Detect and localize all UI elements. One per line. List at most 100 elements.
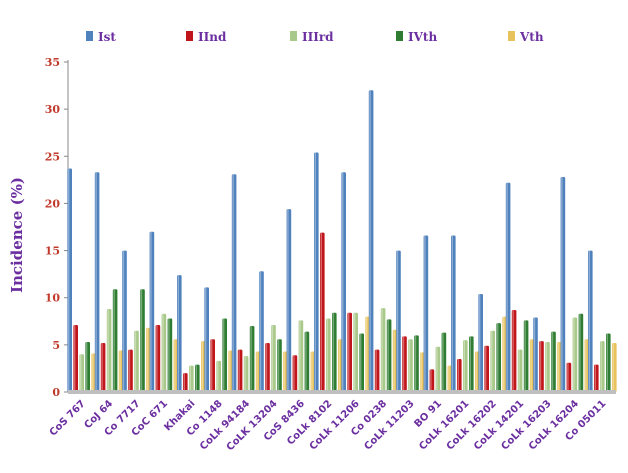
- bar-highlight: [545, 342, 548, 392]
- bar-highlight: [585, 339, 587, 392]
- bar-highlight: [95, 172, 97, 392]
- bar-highlight: [533, 317, 536, 392]
- bar-iiird-4: [189, 365, 194, 392]
- bar-ist-0: [67, 168, 72, 392]
- legend-label-iind: IInd: [198, 30, 227, 44]
- bar-highlight: [420, 352, 423, 392]
- bar-iiird-19: [600, 341, 605, 392]
- bar-highlight: [168, 318, 170, 392]
- bar-ist-6: [231, 174, 237, 392]
- bar-highlight: [92, 353, 94, 392]
- chart-floor: [68, 390, 616, 394]
- legend-label-ivth: IVth: [408, 30, 437, 44]
- bar-highlight: [369, 90, 371, 392]
- bar-iind-0: [73, 325, 78, 392]
- bar-ist-17: [533, 317, 538, 392]
- bar-highlight: [424, 235, 426, 392]
- bar-ist-7: [259, 271, 264, 392]
- bar-ist-9: [314, 152, 319, 392]
- bar-iiird-7: [271, 325, 276, 392]
- bar-highlight: [223, 318, 225, 392]
- bar-highlight: [122, 250, 125, 392]
- bar-ist-10: [341, 172, 346, 392]
- bar-highlight: [442, 332, 444, 392]
- bar-highlight: [177, 275, 179, 392]
- bar-ivth-12: [414, 335, 419, 392]
- bar-ivth-10: [359, 333, 364, 392]
- bar-highlight: [530, 339, 532, 392]
- bar-highlight: [205, 287, 207, 392]
- bar-iind-13: [429, 369, 435, 392]
- bar-highlight: [299, 320, 301, 392]
- bar-iiird-10: [353, 312, 358, 392]
- bar-highlight: [146, 327, 149, 392]
- bar-iind-18: [566, 362, 572, 392]
- bar-highlight: [491, 330, 493, 392]
- bar-highlight: [217, 360, 219, 392]
- bar-highlight: [232, 174, 234, 392]
- bar-highlight: [140, 289, 143, 392]
- bar-ist-5: [204, 287, 209, 392]
- bar-ivth-5: [222, 318, 227, 392]
- bar-highlight: [195, 364, 197, 392]
- bar-highlight: [539, 341, 542, 392]
- bar-ist-16: [505, 182, 511, 392]
- bar-highlight: [579, 313, 581, 392]
- bar-ist-18: [560, 177, 566, 392]
- bar-ivth-13: [441, 332, 447, 392]
- bar-highlight: [375, 349, 377, 392]
- bar-iiird-3: [161, 313, 167, 392]
- bar-ist-13: [423, 235, 429, 392]
- bar-highlight: [283, 351, 286, 392]
- bar-highlight: [485, 345, 487, 392]
- bar-highlight: [469, 336, 471, 392]
- legend-swatch-vth: [508, 31, 515, 41]
- bar-ist-12: [396, 250, 401, 392]
- bar-highlight: [113, 289, 115, 392]
- bar-highlight: [305, 331, 307, 392]
- bar-highlight: [451, 235, 453, 392]
- bar-iind-17: [539, 341, 544, 392]
- bar-highlight: [174, 339, 176, 392]
- bar-ivth-3: [167, 318, 173, 392]
- bar-highlight: [475, 351, 477, 392]
- bar-ivth-0: [85, 342, 90, 392]
- y-tick-label: 30: [45, 103, 61, 116]
- bar-highlight: [338, 339, 340, 392]
- bar-highlight: [430, 369, 432, 392]
- bar-iiird-18: [572, 317, 578, 392]
- bar-ist-4: [177, 275, 182, 392]
- bar-highlight: [567, 362, 569, 392]
- bar-ist-11: [368, 90, 374, 392]
- bar-ivth-1: [112, 289, 118, 392]
- bar-highlight: [314, 152, 316, 392]
- bar-iind-14: [457, 359, 462, 392]
- bar-iind-2: [128, 349, 133, 392]
- bar-highlight: [518, 349, 520, 392]
- bar-highlight: [551, 331, 554, 392]
- bar-highlight: [293, 355, 295, 392]
- y-tick-label: 10: [45, 292, 61, 305]
- bar-ist-19: [588, 250, 593, 392]
- bar-iind-19: [594, 364, 599, 392]
- bar-highlight: [277, 339, 280, 392]
- bar-ivth-4: [195, 364, 200, 392]
- bar-highlight: [134, 330, 137, 392]
- bar-iind-8: [292, 355, 298, 392]
- bar-iiird-9: [326, 318, 331, 392]
- bar-iiird-11: [380, 308, 386, 392]
- legend-label-ist: Ist: [98, 30, 116, 44]
- bar-highlight: [189, 365, 191, 392]
- bar-highlight: [600, 341, 602, 392]
- legend-swatch-ivth: [396, 31, 403, 41]
- bar-highlight: [408, 339, 411, 392]
- y-tick-label: 15: [45, 245, 60, 258]
- bar-highlight: [360, 333, 362, 392]
- bar-highlight: [287, 209, 289, 392]
- bar-highlight: [326, 318, 328, 392]
- bar-highlight: [101, 342, 103, 392]
- bar-highlight: [588, 250, 590, 392]
- y-tick-label: 35: [45, 56, 60, 69]
